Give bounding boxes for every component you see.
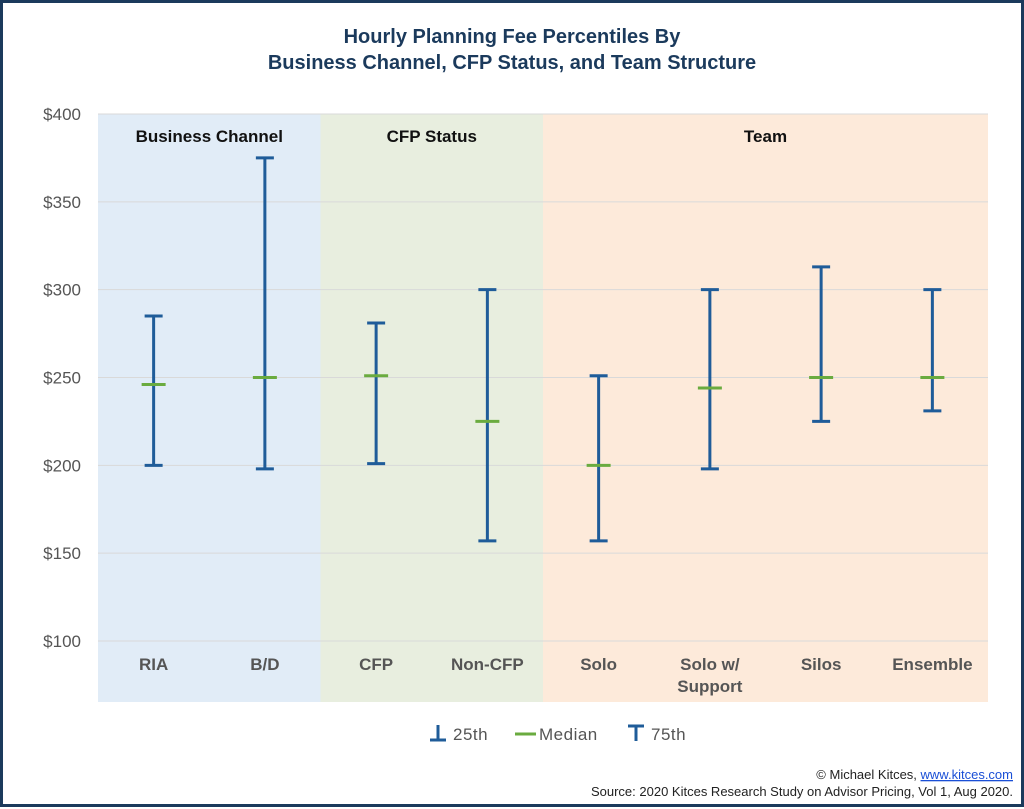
legend-75th-label: 75th bbox=[651, 725, 686, 744]
chart-canvas: Hourly Planning Fee Percentiles By Busin… bbox=[43, 26, 1013, 799]
group-band bbox=[543, 114, 988, 702]
x-category-label: Silos bbox=[801, 655, 842, 674]
error-bars bbox=[141, 156, 945, 543]
group-labels: Business Channel CFP Status Team bbox=[136, 127, 788, 146]
group-label: Business Channel bbox=[136, 127, 283, 146]
x-category-label: RIA bbox=[139, 655, 168, 674]
y-tick-label: $400 bbox=[43, 105, 81, 124]
chart-title: Hourly Planning Fee Percentiles By bbox=[344, 26, 682, 48]
group-label: CFP Status bbox=[387, 127, 477, 146]
credit-line-1: © Michael Kitces, www.kitces.com bbox=[816, 767, 1013, 782]
x-category-label: Support bbox=[677, 677, 742, 696]
x-category-label: CFP bbox=[359, 655, 393, 674]
x-category-label: B/D bbox=[250, 655, 279, 674]
group-band bbox=[98, 114, 321, 702]
y-tick-label: $100 bbox=[43, 632, 81, 651]
legend-median-label: Median bbox=[539, 725, 598, 744]
y-tick-label: $300 bbox=[43, 281, 81, 300]
chart-subtitle: Business Channel, CFP Status, and Team S… bbox=[268, 52, 756, 74]
x-axis: RIA B/D CFP Non-CFP Solo Solo w/Support Silos E… bbox=[139, 655, 973, 696]
y-tick-label: $150 bbox=[43, 544, 81, 563]
x-category-label: Non-CFP bbox=[451, 655, 524, 674]
legend: 25th Median 75th bbox=[430, 724, 686, 744]
credit-source: Source: 2020 Kitces Research Study on Ad… bbox=[591, 784, 1013, 799]
x-category-label: Solo bbox=[580, 655, 617, 674]
group-label: Team bbox=[744, 127, 787, 146]
gridlines bbox=[98, 113, 988, 642]
y-tick-label: $200 bbox=[43, 456, 81, 475]
y-tick-label: $250 bbox=[43, 369, 81, 388]
x-category-label: Ensemble bbox=[892, 655, 972, 674]
credit-author: © Michael Kitces, bbox=[816, 767, 920, 782]
legend-25th-label: 25th bbox=[453, 725, 488, 744]
y-axis: $100 $150 $200 $250 $300 $350 $400 bbox=[43, 105, 81, 651]
credit-link[interactable]: www.kitces.com bbox=[920, 767, 1013, 782]
group-band bbox=[320, 114, 543, 702]
group-bands bbox=[98, 114, 988, 702]
x-category-label: Solo w/ bbox=[680, 655, 740, 674]
credit: © Michael Kitces, www.kitces.com Source:… bbox=[591, 767, 1013, 799]
y-tick-label: $350 bbox=[43, 193, 81, 212]
